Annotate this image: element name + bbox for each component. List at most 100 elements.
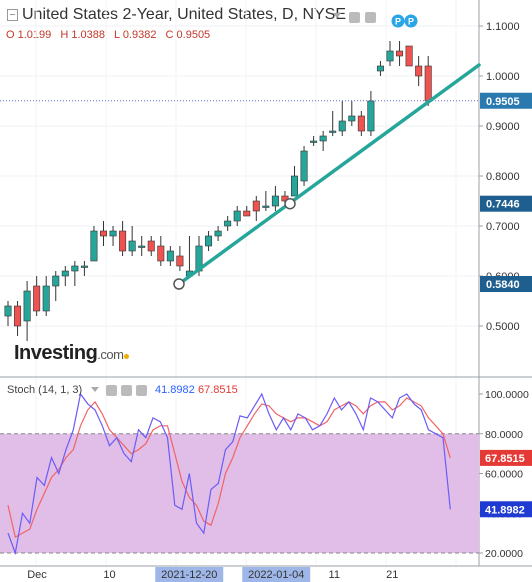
stoch-indicator-label[interactable]: Stoch (14, 1, 3) (7, 384, 83, 396)
candle-up (23, 290, 31, 322)
candle-up (52, 275, 60, 287)
candle-up (300, 150, 308, 182)
candle-up (376, 65, 384, 72)
candle-up (367, 100, 375, 132)
price-tick-label: 0.7000 (486, 221, 520, 233)
indicator-dropdown-caret-icon[interactable] (91, 387, 99, 392)
marker-layer: 0.9505 0.7446 0.5840 67.8515 41.8982 P P (391, 14, 532, 518)
candle-up (109, 230, 117, 237)
indicator-eye-icon[interactable] (121, 385, 132, 396)
trendline-layer (173, 63, 481, 290)
candle-up (80, 265, 88, 268)
investing-logo: Investing.com (14, 342, 130, 365)
title-dropdown-caret-icon[interactable] (333, 13, 341, 18)
price-marker-box (480, 195, 532, 212)
candle-down (243, 210, 251, 217)
stoch-band-layer (0, 433, 479, 554)
stoch-k-marker-box (480, 501, 532, 518)
time-tick-label: 2022-01-04 (248, 569, 304, 581)
indicator-settings-icon[interactable] (106, 385, 117, 396)
trendline-anchor-mid (284, 197, 296, 210)
candle-up (262, 205, 270, 208)
pivot-badge-label: P (408, 17, 414, 27)
candle-up (329, 130, 337, 133)
time-axis-highlight (155, 567, 224, 582)
price-tick-label: 1.0000 (486, 71, 520, 83)
candle-down (119, 230, 127, 252)
price-marker-label: 0.7446 (486, 199, 520, 211)
price-tick-label: 0.5000 (486, 321, 520, 333)
eye-icon[interactable] (365, 12, 376, 23)
stoch-tick-label: 60.0000 (485, 469, 523, 481)
stoch-tick-label: 100.0000 (485, 389, 529, 401)
price-tick-label: 0.8000 (486, 171, 520, 183)
candle-up (386, 50, 394, 62)
stoch-d-marker-label: 67.8515 (485, 453, 525, 465)
price-marker-label: 0.5840 (486, 279, 520, 291)
stoch-tick-label: 20.0000 (485, 548, 523, 560)
candle-up (42, 285, 50, 312)
pivot-badge-label: P (395, 17, 401, 27)
ohlc-open: O 1.0199 (6, 29, 52, 41)
ohlc-low: L 0.9382 (114, 29, 157, 41)
time-tick-label: 10 (103, 569, 115, 581)
collapse-icon[interactable] (7, 9, 18, 21)
candle-up (61, 270, 69, 277)
candle-up (348, 115, 356, 122)
price-marker-label: 0.9505 (486, 96, 520, 108)
candle-down (405, 45, 413, 67)
ohlc-close: C 0.9505 (165, 29, 211, 41)
candle-up (205, 235, 213, 247)
stoch-line-layer (7, 392, 451, 556)
axis-layer: 1.10001.00000.90000.80000.70000.60000.50… (27, 21, 529, 582)
candle-down (147, 240, 155, 252)
candle-up (128, 240, 136, 252)
candle-down (415, 65, 423, 77)
stoch-d-line (7, 397, 451, 539)
ohlc-readout: O 1.0199 H 1.0388 L 0.9382 C 0.9505 (6, 29, 216, 41)
candle-down (33, 285, 41, 312)
candle-up (319, 135, 327, 142)
candle-up (310, 140, 318, 143)
ohlc-high: H 1.0388 (60, 29, 105, 41)
candle-up (224, 220, 232, 227)
settings-icon[interactable] (349, 12, 360, 23)
price-tick-label: 1.1000 (486, 21, 520, 33)
candle-up (166, 250, 174, 262)
stoch-band-fill (0, 433, 479, 553)
time-tick-label: Dec (27, 569, 47, 581)
candle-down (176, 255, 184, 267)
candle-up (214, 230, 222, 237)
time-tick-label: 2021-12-20 (161, 569, 217, 581)
chart-title: United States 2-Year, United States, D, … (22, 6, 347, 23)
stoch-k-value: 41.8982 (155, 384, 195, 396)
logo-domain: .com (97, 347, 124, 362)
time-tick-label: 21 (386, 569, 398, 581)
candle-down (357, 115, 365, 132)
candle-up (71, 265, 79, 272)
price-tick-label: 0.9000 (486, 121, 520, 133)
candle-up (271, 195, 279, 207)
logo-dot-icon (124, 354, 130, 359)
candle-down (100, 230, 108, 237)
candle-up (4, 305, 12, 317)
stoch-tick-label: 80.0000 (485, 429, 523, 441)
candle-down (252, 200, 260, 212)
pivot-badge-icon (391, 14, 405, 28)
candle-down (14, 305, 22, 327)
stoch-d-value: 67.8515 (198, 384, 238, 396)
logo-name: Investing (14, 342, 98, 364)
price-marker-box (480, 92, 532, 109)
candle-layer (0, 41, 479, 341)
trendline (177, 63, 481, 286)
stoch-d-marker-box (480, 449, 532, 466)
candle-down (157, 245, 165, 262)
candle-down (424, 65, 432, 102)
trendline-anchor-start (173, 278, 185, 290)
candle-up (138, 245, 146, 248)
indicator-close-icon[interactable] (136, 385, 147, 396)
time-axis-highlight (242, 567, 311, 582)
stoch-k-marker-label: 41.8982 (485, 504, 525, 516)
